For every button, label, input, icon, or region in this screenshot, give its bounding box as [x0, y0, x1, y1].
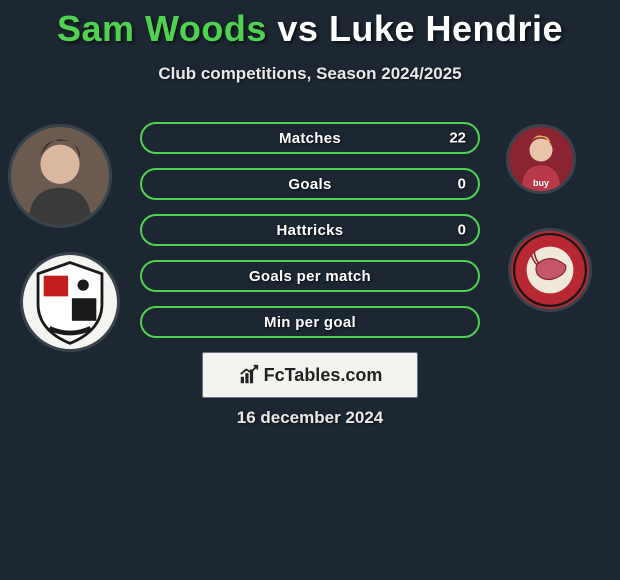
stat-row-matches: Matches 22 [140, 122, 480, 154]
svg-text:buy: buy [533, 178, 549, 188]
player1-club-badge [20, 252, 120, 352]
page-title: Sam Woods vs Luke Hendrie [0, 0, 620, 50]
brand-badge: FcTables.com [202, 352, 418, 398]
player1-name: Sam Woods [57, 8, 267, 49]
stat-right-value: 22 [449, 130, 466, 147]
stat-label: Hattricks [277, 222, 344, 239]
stat-label: Goals [288, 176, 331, 193]
date-text: 16 december 2024 [0, 408, 620, 428]
stat-right-value: 0 [458, 176, 466, 193]
player2-club-badge [508, 228, 592, 312]
stat-row-goals-per-match: Goals per match [140, 260, 480, 292]
stat-row-hattricks: Hattricks 0 [140, 214, 480, 246]
stat-right-value: 0 [458, 222, 466, 239]
player2-name: Luke Hendrie [329, 8, 563, 49]
stat-label: Goals per match [249, 268, 371, 285]
vs-text: vs [277, 8, 318, 49]
stats-block: Matches 22 Goals 0 Hattricks 0 Goals per… [140, 122, 480, 352]
subtitle: Club competitions, Season 2024/2025 [0, 64, 620, 84]
player2-photo: buy [506, 124, 576, 194]
player1-photo [8, 124, 112, 228]
chart-icon [238, 364, 260, 386]
stat-label: Min per goal [264, 314, 356, 331]
brand-text: FcTables.com [264, 365, 383, 386]
stat-label: Matches [279, 130, 341, 147]
stat-row-min-per-goal: Min per goal [140, 306, 480, 338]
stat-row-goals: Goals 0 [140, 168, 480, 200]
